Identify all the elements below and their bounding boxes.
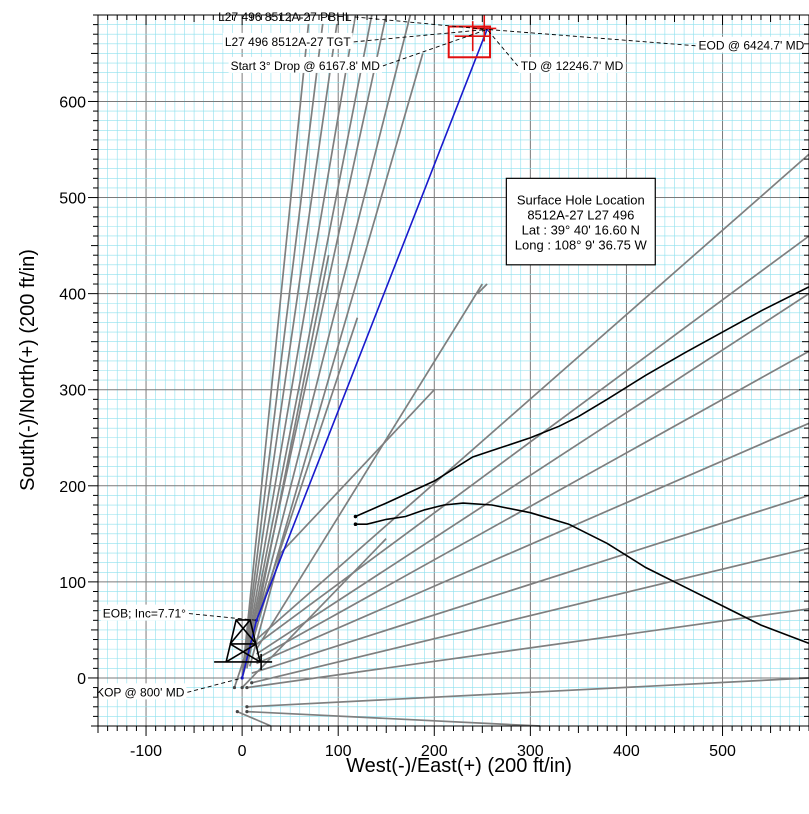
target-rectangle bbox=[447, 25, 492, 59]
rig-icon bbox=[214, 619, 273, 670]
offset-well-line bbox=[241, 14, 311, 679]
target-box bbox=[447, 15, 497, 59]
annotation-leader bbox=[188, 613, 257, 621]
well-start-marker bbox=[245, 705, 249, 709]
x-axis-label: West(-)/East(+) (200 ft/in) bbox=[346, 755, 572, 777]
offset-well-line bbox=[241, 14, 412, 679]
grid bbox=[97, 14, 809, 727]
offset-well-line bbox=[241, 14, 340, 679]
y-tick-label: 200 bbox=[59, 479, 86, 496]
well-start-marker bbox=[245, 709, 249, 714]
offset-well-line bbox=[241, 14, 357, 679]
offset-well-line bbox=[255, 235, 809, 645]
info-box-frame bbox=[505, 177, 656, 266]
well-start-marker bbox=[245, 685, 249, 690]
annotation-leader bbox=[382, 28, 488, 67]
offset-well-line bbox=[256, 422, 809, 665]
y-tick-label: 100 bbox=[59, 575, 86, 592]
annotation-label: KOP @ 800' MD bbox=[96, 685, 185, 699]
highlight-well-line bbox=[355, 286, 809, 518]
annotation-background bbox=[228, 56, 382, 73]
offset-well-line bbox=[255, 153, 809, 641]
rig-brace bbox=[225, 643, 257, 663]
well-start-marker bbox=[232, 685, 237, 690]
annotation-leader bbox=[187, 677, 243, 693]
x-tick-label: -100 bbox=[130, 743, 162, 760]
rig-brace bbox=[229, 643, 261, 663]
info-box-line: Lat : 39° 40' 16.60 N bbox=[522, 222, 640, 237]
x-tick-label: 200 bbox=[421, 743, 448, 760]
well-start-marker bbox=[353, 514, 358, 519]
annotation-background bbox=[518, 56, 626, 73]
offset-well-line bbox=[251, 494, 809, 675]
offset-well-line bbox=[246, 677, 809, 708]
offset-well-line bbox=[256, 350, 809, 660]
offset-well-line bbox=[255, 283, 484, 650]
annotation-background bbox=[94, 683, 187, 700]
x-tick-label: 100 bbox=[325, 743, 352, 760]
annotation-label: TD @ 12246.7' MD bbox=[521, 59, 624, 73]
plan-marker bbox=[254, 618, 259, 622]
offset-well-line bbox=[256, 292, 809, 655]
offset-well-line bbox=[251, 547, 809, 684]
annotation-background bbox=[696, 36, 807, 53]
y-tick-label: 400 bbox=[59, 287, 86, 304]
y-tick-label: 500 bbox=[59, 191, 86, 208]
well-start-marker bbox=[235, 709, 239, 714]
y-tick-label: 0 bbox=[77, 671, 86, 688]
x-tick-label: 0 bbox=[238, 743, 247, 760]
offset-well-line bbox=[241, 14, 325, 679]
annotation-label: EOD @ 6424.7' MD bbox=[699, 39, 805, 53]
annotation-background bbox=[100, 604, 188, 621]
info-box-line: Surface Hole Location bbox=[517, 192, 645, 207]
offset-well-line bbox=[241, 14, 373, 679]
well-start-marker bbox=[353, 522, 358, 527]
rig-brace bbox=[229, 619, 251, 645]
offset-well-line bbox=[241, 538, 387, 689]
x-tick-label: 300 bbox=[517, 743, 544, 760]
well-start-marker bbox=[240, 685, 244, 690]
well-start-marker bbox=[250, 681, 254, 685]
annotation-leader bbox=[353, 28, 488, 43]
y-tick-label: 300 bbox=[59, 383, 86, 400]
annotation-label: Start 3° Drop @ 6167.8' MD bbox=[231, 59, 381, 73]
offset-well-line bbox=[476, 283, 488, 295]
plot-frame bbox=[97, 14, 809, 727]
offset-well-line bbox=[236, 710, 272, 727]
axis-ticks: -100 0 100 200 300 400 500 0 100 200 300 400 500 600 bbox=[59, 14, 809, 760]
rig-brace bbox=[235, 619, 257, 645]
annotation-leader bbox=[486, 29, 519, 67]
x-tick-label: 500 bbox=[709, 743, 736, 760]
rig-tower bbox=[225, 619, 261, 663]
annotation-label: L27 496 8512A-27 TGT bbox=[225, 35, 352, 49]
annotation-background bbox=[222, 32, 353, 49]
annotation-label: L27 496 8512A-27 PBHL bbox=[218, 10, 352, 24]
y-axis-label: South(-)/North(+) (200 ft/in) bbox=[17, 249, 39, 491]
info-box-line: 8512A-27 L27 496 bbox=[527, 207, 634, 222]
offset-well-line bbox=[246, 710, 541, 727]
x-tick-label: 400 bbox=[613, 743, 640, 760]
offset-well-line bbox=[246, 255, 330, 669]
series-layer bbox=[232, 14, 809, 727]
annotation-label: EOB; Inc=7.71° bbox=[103, 607, 186, 621]
info-box-line: Long : 108° 9' 36.75 W bbox=[515, 237, 648, 252]
offset-well-line bbox=[246, 607, 809, 689]
y-tick-label: 600 bbox=[59, 94, 86, 111]
highlight-well-line bbox=[355, 502, 809, 645]
